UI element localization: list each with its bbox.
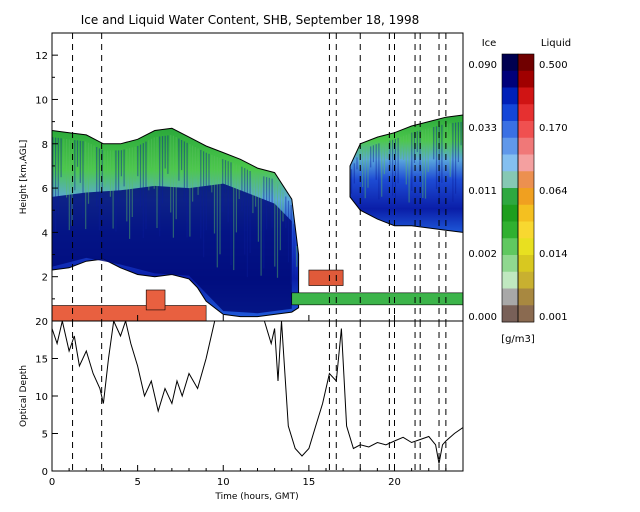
optical-depth-tick-label: 5 bbox=[42, 430, 48, 441]
colorbar-ice-tick: 0.090 bbox=[468, 60, 497, 71]
colorbar-ice-cell bbox=[502, 188, 518, 206]
colorbar-ice-cell bbox=[502, 204, 518, 222]
dashed-lines-top bbox=[72, 33, 447, 321]
optical-depth-line bbox=[52, 321, 463, 464]
colorbar: Ice Liquid 0.090 0.033 0.011 0.002 0.000 0.50… bbox=[468, 38, 571, 345]
colorbar-liquid-tick: 0.064 bbox=[539, 186, 568, 197]
time-tick-label: 5 bbox=[134, 477, 140, 488]
optical-depth-tick-label: 0 bbox=[42, 467, 48, 478]
colorbar-ice-cell bbox=[502, 288, 518, 306]
colorbar-liquid-cell bbox=[518, 271, 534, 289]
colorbar-liquid-frame bbox=[517, 53, 535, 323]
colorbar-liquid-label: Liquid bbox=[541, 38, 571, 49]
colorbar-ice-cell bbox=[502, 154, 518, 172]
colorbar-liquid-cell bbox=[518, 70, 534, 88]
height-tick-label: 12 bbox=[35, 51, 48, 62]
optical-depth-panel: 0 5 10 15 20 0 5 10 15 20 Optical Depth Time (ho… bbox=[19, 315, 464, 502]
optical-depth-tick-label: 20 bbox=[35, 317, 48, 328]
colorbar-ice-cell bbox=[502, 255, 518, 273]
heatmap-panel: 2 4 6 8 10 12 Height [km,AGL] bbox=[19, 32, 464, 322]
colorbar-ice bbox=[502, 54, 518, 323]
colorbar-ice-cell bbox=[502, 238, 518, 256]
colorbar-liquid-cell bbox=[518, 54, 534, 72]
colorbar-ice-cell bbox=[502, 137, 518, 155]
colorbar-liquid-cell bbox=[518, 238, 534, 256]
colorbar-liquid-tick: 0.014 bbox=[539, 249, 568, 260]
height-tick-label: 6 bbox=[42, 184, 48, 195]
colorbar-liquid-cell bbox=[518, 121, 534, 139]
liquid-layer bbox=[145, 289, 166, 311]
optical-depth-tick-label: 15 bbox=[35, 355, 48, 366]
colorbar-ice-cell bbox=[502, 305, 518, 323]
colorbar-ice-cell bbox=[502, 171, 518, 189]
colorbar-ice-label: Ice bbox=[482, 38, 497, 49]
colorbar-liquid-cell bbox=[518, 204, 534, 222]
colorbar-ice-tick: 0.000 bbox=[468, 312, 497, 323]
chart-title: Ice and Liquid Water Content, SHB, Septe… bbox=[81, 13, 419, 27]
ice-cloud-dense-core bbox=[52, 183, 292, 314]
height-tick-label: 10 bbox=[35, 95, 48, 106]
liquid-layer bbox=[308, 269, 344, 286]
optical-depth-frame bbox=[51, 320, 464, 472]
height-axis-label: Height [km,AGL] bbox=[19, 140, 29, 214]
colorbar-liquid-cell bbox=[518, 305, 534, 323]
height-tick-label: 4 bbox=[42, 228, 48, 239]
optical-depth-axis: 0 5 10 15 20 bbox=[35, 317, 58, 478]
colorbar-liquid-cell bbox=[518, 154, 534, 172]
colorbar-ice-cell bbox=[502, 221, 518, 239]
optical-depth-tick-label: 10 bbox=[35, 392, 48, 403]
colorbar-liquid-cell bbox=[518, 255, 534, 273]
height-axis: 2 4 6 8 10 12 bbox=[35, 51, 58, 300]
time-axis: 0 5 10 15 20 bbox=[49, 315, 447, 488]
colorbar-liquid-cell bbox=[518, 188, 534, 206]
liquid-layer bbox=[52, 305, 207, 321]
colorbar-liquid bbox=[518, 54, 534, 323]
colorbar-ice-tick: 0.033 bbox=[468, 123, 497, 134]
optical-depth-axis-label: Optical Depth bbox=[19, 365, 29, 427]
colorbar-ice-tick: 0.011 bbox=[468, 186, 497, 197]
colorbar-ice-tick: 0.002 bbox=[468, 249, 497, 260]
colorbar-ice-cell bbox=[502, 87, 518, 105]
colorbar-liquid-tick: 0.001 bbox=[539, 312, 568, 323]
colorbar-liquid-cell bbox=[518, 221, 534, 239]
time-axis-label: Time (hours, GMT) bbox=[214, 492, 298, 502]
colorbar-liquid-cell bbox=[518, 104, 534, 122]
time-tick-label: 15 bbox=[303, 477, 316, 488]
height-tick-label: 8 bbox=[42, 140, 48, 151]
colorbar-unit: [g/m3] bbox=[501, 334, 535, 345]
colorbar-ice-cell bbox=[502, 70, 518, 88]
time-tick-label: 10 bbox=[217, 477, 230, 488]
colorbar-liquid-cell bbox=[518, 87, 534, 105]
dashed-lines-bottom bbox=[72, 321, 447, 471]
time-tick-label: 0 bbox=[49, 477, 55, 488]
colorbar-liquid-cell bbox=[518, 288, 534, 306]
colorbar-ice-cell bbox=[502, 104, 518, 122]
height-tick-label: 2 bbox=[42, 273, 48, 284]
colorbar-liquid-cell bbox=[518, 137, 534, 155]
colorbar-ice-cell bbox=[502, 121, 518, 139]
colorbar-ice-cell bbox=[502, 271, 518, 289]
heatmap-data bbox=[52, 114, 463, 321]
colorbar-liquid-cell bbox=[518, 171, 534, 189]
time-tick-label: 20 bbox=[388, 477, 401, 488]
colorbar-liquid-tick: 0.170 bbox=[539, 123, 568, 134]
low-cloud-layer bbox=[291, 292, 463, 306]
ice-cloud-upper-layer bbox=[349, 114, 463, 233]
colorbar-liquid-tick: 0.500 bbox=[539, 60, 568, 71]
colorbar-ice-cell bbox=[502, 54, 518, 72]
colorbar-ticks: 0.090 0.033 0.011 0.002 0.000 0.500 0.170 0.064… bbox=[468, 60, 567, 323]
